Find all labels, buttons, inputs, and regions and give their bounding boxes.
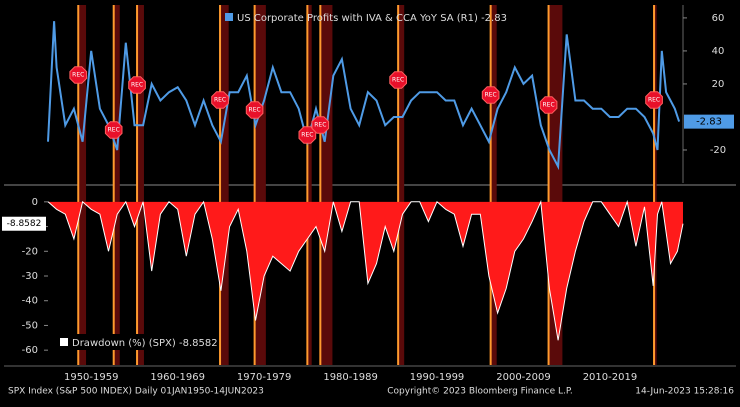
recession-band — [398, 5, 405, 365]
value-tag: -2.83 — [696, 117, 722, 128]
legend-entry: Drawdown (%) (SPX) -8.8582 — [72, 338, 218, 349]
y-tick-label: 0 — [32, 197, 38, 208]
x-tick-label: 2000-2009 — [496, 372, 551, 383]
rec-label: REC — [485, 92, 497, 99]
footer-right: 14-Jun-2023 15:28:16 — [635, 387, 734, 397]
rec-marker — [481, 86, 500, 104]
recession-band — [220, 5, 229, 365]
y-tick-label: -50 — [22, 320, 38, 331]
legend-swatch — [60, 338, 68, 346]
rec-marker — [128, 76, 146, 94]
recession-band — [137, 5, 144, 365]
value-tag-bg — [684, 114, 734, 129]
rec-label: REC — [72, 72, 84, 79]
value-tag-bg — [2, 216, 46, 231]
x-tick-label: 1980-1989 — [323, 372, 378, 383]
rec-marker — [245, 101, 264, 119]
x-tick-label: 1950-1959 — [64, 372, 119, 383]
legend-swatch — [225, 13, 233, 21]
footer-center: Copyright© 2023 Bloomberg Finance L.P. — [387, 387, 572, 397]
rec-marker — [389, 71, 407, 89]
recession-band — [254, 5, 266, 365]
x-tick-label: 1990-1999 — [410, 372, 465, 383]
y-tick-label: 60 — [712, 13, 725, 24]
line — [47, 21, 681, 171]
rec-label: REC — [314, 122, 326, 129]
rec-marker — [104, 121, 123, 139]
rec-marker — [211, 91, 229, 109]
rec-label: REC — [214, 97, 226, 104]
legend-box — [56, 334, 216, 350]
y-tick-label: 40 — [712, 46, 725, 57]
rec-marker — [311, 116, 330, 134]
rec-marker — [645, 91, 663, 109]
value-tag: -8.8582 — [7, 219, 42, 229]
rec-marker — [539, 96, 558, 114]
recession-band — [654, 5, 657, 365]
x-tick-label: 2010-2019 — [583, 372, 638, 383]
rec-label: REC — [648, 97, 660, 104]
y-tick-label: 20 — [712, 79, 725, 90]
rec-label: REC — [542, 102, 554, 109]
recession-band — [307, 5, 312, 365]
rec-marker — [69, 66, 88, 84]
rec-label: REC — [131, 82, 143, 89]
footer-left: SPX Index (S&P 500 INDEX) Daily 01JAN195… — [8, 387, 264, 397]
recession-band — [113, 5, 120, 365]
area-edge — [47, 199, 684, 341]
y-tick-label: -40 — [22, 296, 38, 307]
rec-label: REC — [392, 77, 404, 84]
y-tick-label: -20 — [710, 145, 726, 156]
rec-label: REC — [301, 132, 313, 139]
recession-band — [78, 5, 87, 365]
recession-band — [490, 5, 497, 365]
y-tick-label: -60 — [22, 345, 38, 356]
rec-label: REC — [249, 107, 261, 114]
rec-label: REC — [108, 127, 120, 134]
legend-name: Drawdown (%) (SPX) — [72, 338, 176, 349]
y-tick-label: -30 — [22, 271, 38, 282]
legend-name: US Corporate Profits with IVA & CCA YoY … — [237, 13, 478, 24]
legend-value: -8.8582 — [179, 338, 218, 349]
legend-value: -2.83 — [481, 13, 507, 24]
x-tick-label: 1970-1979 — [237, 372, 292, 383]
x-tick-label: 1960-1969 — [150, 372, 205, 383]
y-tick-label: -20 — [22, 246, 38, 257]
recession-band — [320, 5, 333, 365]
legend-entry: US Corporate Profits with IVA & CCA YoY … — [237, 13, 507, 24]
